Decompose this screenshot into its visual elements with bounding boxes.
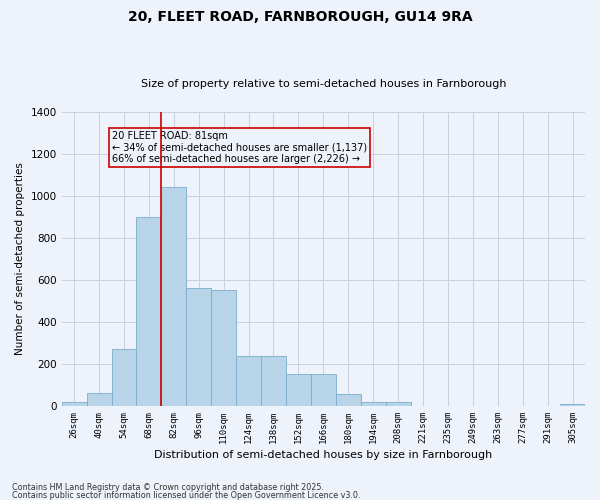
Y-axis label: Number of semi-detached properties: Number of semi-detached properties <box>15 162 25 356</box>
Bar <box>311 374 336 406</box>
Title: Size of property relative to semi-detached houses in Farnborough: Size of property relative to semi-detach… <box>140 79 506 89</box>
Bar <box>336 394 361 406</box>
Text: 20, FLEET ROAD, FARNBOROUGH, GU14 9RA: 20, FLEET ROAD, FARNBOROUGH, GU14 9RA <box>128 10 472 24</box>
Bar <box>236 356 261 406</box>
Bar <box>112 350 136 406</box>
Text: Contains public sector information licensed under the Open Government Licence v3: Contains public sector information licen… <box>12 490 361 500</box>
Bar <box>211 290 236 406</box>
X-axis label: Distribution of semi-detached houses by size in Farnborough: Distribution of semi-detached houses by … <box>154 450 493 460</box>
Bar <box>261 356 286 406</box>
Bar <box>161 186 186 406</box>
Bar <box>386 402 410 406</box>
Text: 20 FLEET ROAD: 81sqm
← 34% of semi-detached houses are smaller (1,137)
66% of se: 20 FLEET ROAD: 81sqm ← 34% of semi-detac… <box>112 131 367 164</box>
Bar <box>560 404 585 406</box>
Bar <box>286 374 311 406</box>
Bar <box>136 217 161 406</box>
Text: Contains HM Land Registry data © Crown copyright and database right 2025.: Contains HM Land Registry data © Crown c… <box>12 484 324 492</box>
Bar <box>86 394 112 406</box>
Bar <box>361 402 386 406</box>
Bar <box>186 288 211 406</box>
Bar <box>62 402 86 406</box>
